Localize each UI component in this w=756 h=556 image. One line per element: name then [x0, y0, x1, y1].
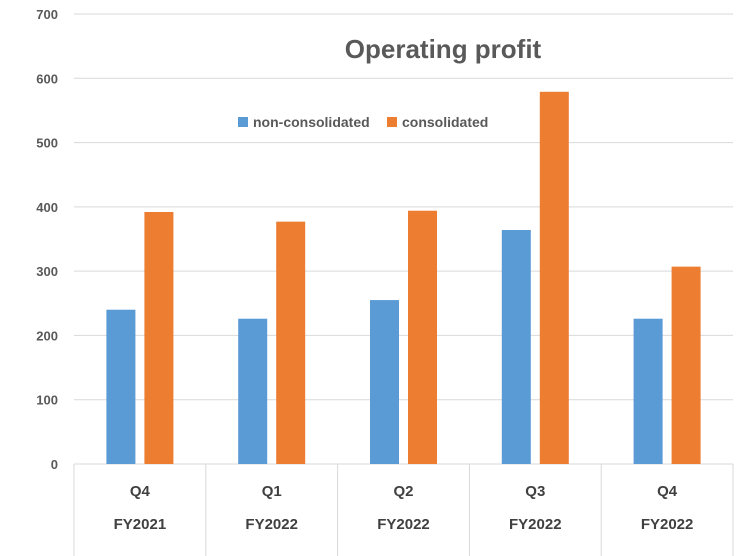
y-tick-label: 500 — [36, 136, 58, 151]
legend-swatch-consolidated — [387, 117, 397, 127]
bar-non-consolidated-q1-fy2022 — [238, 318, 268, 464]
category-quarter-label: Q2 — [393, 483, 413, 500]
gridlines — [74, 13, 733, 465]
legend: non-consolidated consolidated — [238, 114, 488, 130]
category-quarter-label: Q4 — [130, 483, 151, 500]
category-year-label: FY2022 — [641, 516, 694, 533]
bar-consolidated-q1-fy2022 — [276, 221, 306, 464]
bar-consolidated-q3-fy2022 — [539, 91, 569, 465]
category-year-label: FY2021 — [114, 516, 167, 533]
bar-consolidated-q2-fy2022 — [408, 210, 437, 464]
bar-non-consolidated-q4-fy2021 — [106, 309, 136, 464]
y-tick-label: 0 — [51, 457, 58, 472]
category-year-label: FY2022 — [245, 516, 298, 533]
bars — [106, 91, 701, 465]
y-tick-label: 300 — [36, 264, 58, 279]
bar-consolidated-q4-fy2022 — [671, 266, 701, 464]
chart-title: Operating profit — [345, 34, 542, 64]
legend-label-consolidated: consolidated — [402, 114, 488, 130]
y-tick-label: 100 — [36, 393, 58, 408]
x-axis-table: Q4 FY2021 Q1 FY2022 Q2 FY2022 Q3 FY2022 Q4 FY2022 — [73, 464, 734, 556]
legend-swatch-non-consolidated — [238, 117, 248, 127]
category-year-label: FY2022 — [509, 516, 562, 533]
legend-label-non-consolidated: non-consolidated — [253, 114, 370, 130]
category-year-label: FY2022 — [377, 516, 430, 533]
y-tick-label: 600 — [36, 71, 58, 86]
category-quarter-label: Q3 — [525, 483, 545, 500]
bar-consolidated-q4-fy2021 — [144, 212, 174, 464]
bar-non-consolidated-q4-fy2022 — [633, 318, 663, 464]
y-tick-label: 200 — [36, 328, 58, 343]
bar-non-consolidated-q3-fy2022 — [501, 230, 531, 464]
category-quarter-label: Q4 — [657, 483, 678, 500]
y-tick-label: 400 — [36, 200, 58, 215]
category-quarter-label: Q1 — [262, 483, 282, 500]
bar-non-consolidated-q2-fy2022 — [370, 300, 399, 464]
y-tick-label: 700 — [36, 7, 58, 22]
y-axis: 0 100 200 300 400 500 600 700 — [36, 7, 58, 472]
